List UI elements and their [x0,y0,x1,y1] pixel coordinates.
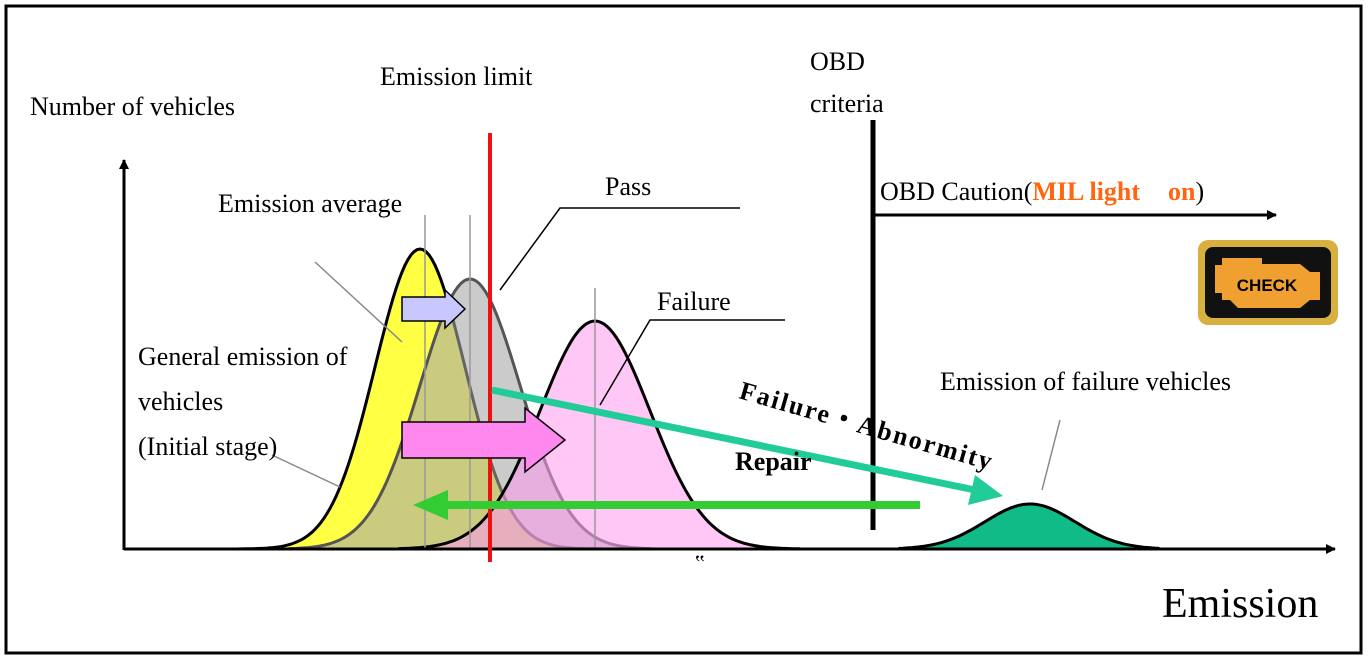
shift-arrow [401,288,467,330]
failure-arrow-head [968,475,1003,505]
leader [271,454,341,488]
label: vehicles [138,387,223,416]
distribution-curve [398,319,801,551]
engine-shape [1215,258,1320,308]
check-engine-icon: CHECK [1198,240,1338,325]
label: OBD Caution( [880,177,1032,206]
repair-arrow-head [413,490,448,520]
label: General emission of [138,342,348,371]
shift-arrow [401,406,567,474]
leader [499,207,740,291]
icon-label: CHECK [1237,276,1298,295]
distribution-curve [898,502,1161,551]
leader [599,319,785,406]
label: (Initial stage) [138,432,277,461]
x-axis-label: Emission [1162,581,1318,627]
label: Emission average [218,189,402,218]
label: on [1168,177,1196,206]
leader [1041,419,1061,491]
label: Emission of failure vehicles [940,367,1231,396]
y-axis-label: Number of vehicles [30,92,235,121]
label: Failure [657,287,731,316]
label: MIL light [1032,177,1140,206]
mark: ‟ [695,550,705,575]
label: OBD [810,47,865,76]
label: criteria [810,89,884,118]
caution-label: OBD Caution(MIL light on) [880,177,1204,206]
label: Pass [605,172,651,201]
failure-arrow-shaft [491,386,976,494]
label: Emission limit [380,62,533,91]
leader [314,261,403,343]
label: ) [1196,177,1205,206]
label: Repair [735,447,812,476]
